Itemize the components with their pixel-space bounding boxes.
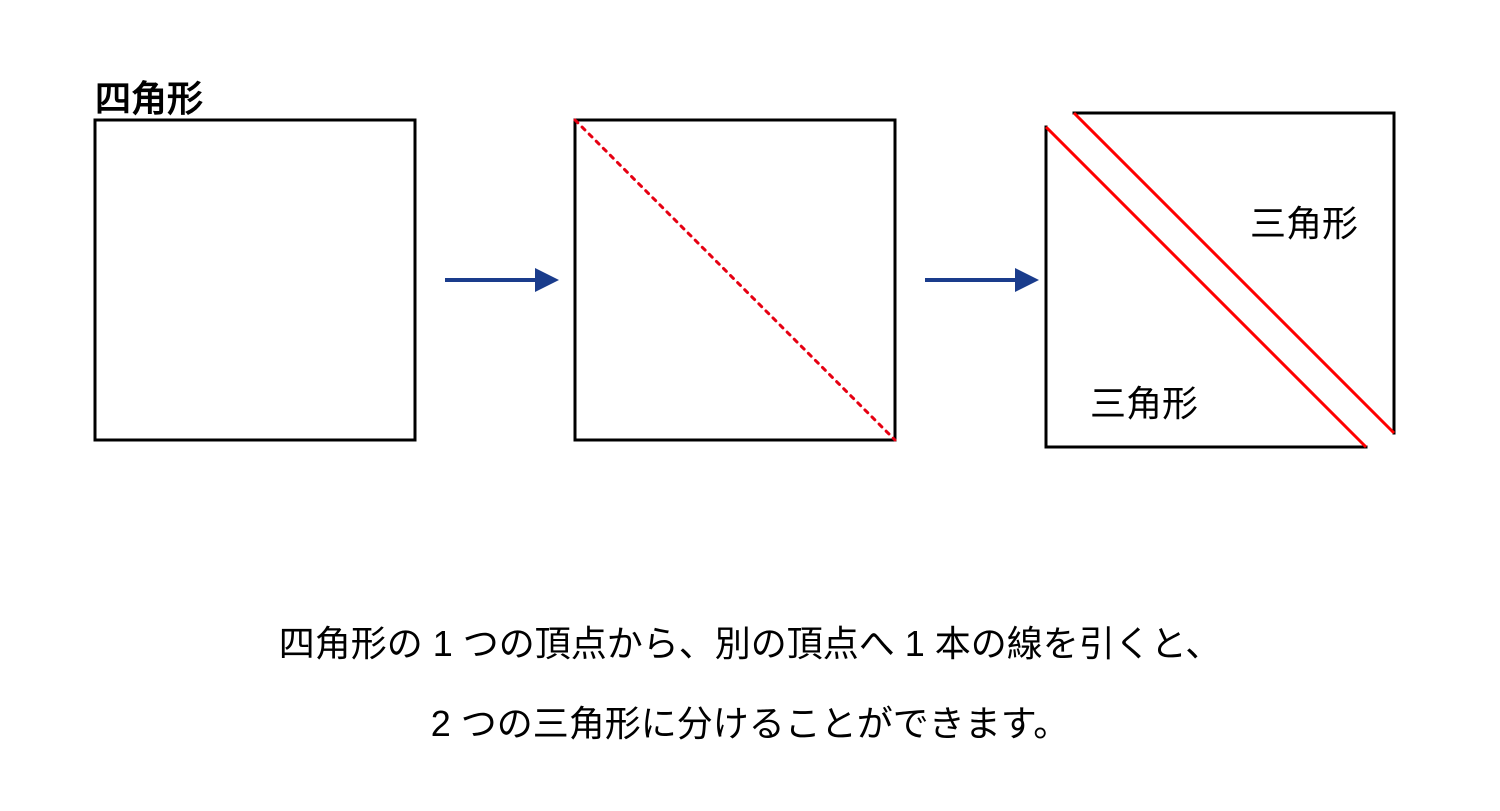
- square-1: [95, 120, 415, 440]
- triangle-upper-label: 三角形: [1250, 195, 1358, 247]
- triangle-lower-label: 三角形: [1090, 375, 1198, 427]
- caption-line-1: 四角形の 1 つの頂点から、別の頂点へ 1 本の線を引くと、: [0, 615, 1500, 667]
- caption-line-2: 2 つの三角形に分けることができます。: [0, 695, 1500, 747]
- square-title-label: 四角形: [95, 70, 203, 122]
- dotted-diagonal: [575, 120, 895, 440]
- diagram-canvas: [0, 0, 1500, 811]
